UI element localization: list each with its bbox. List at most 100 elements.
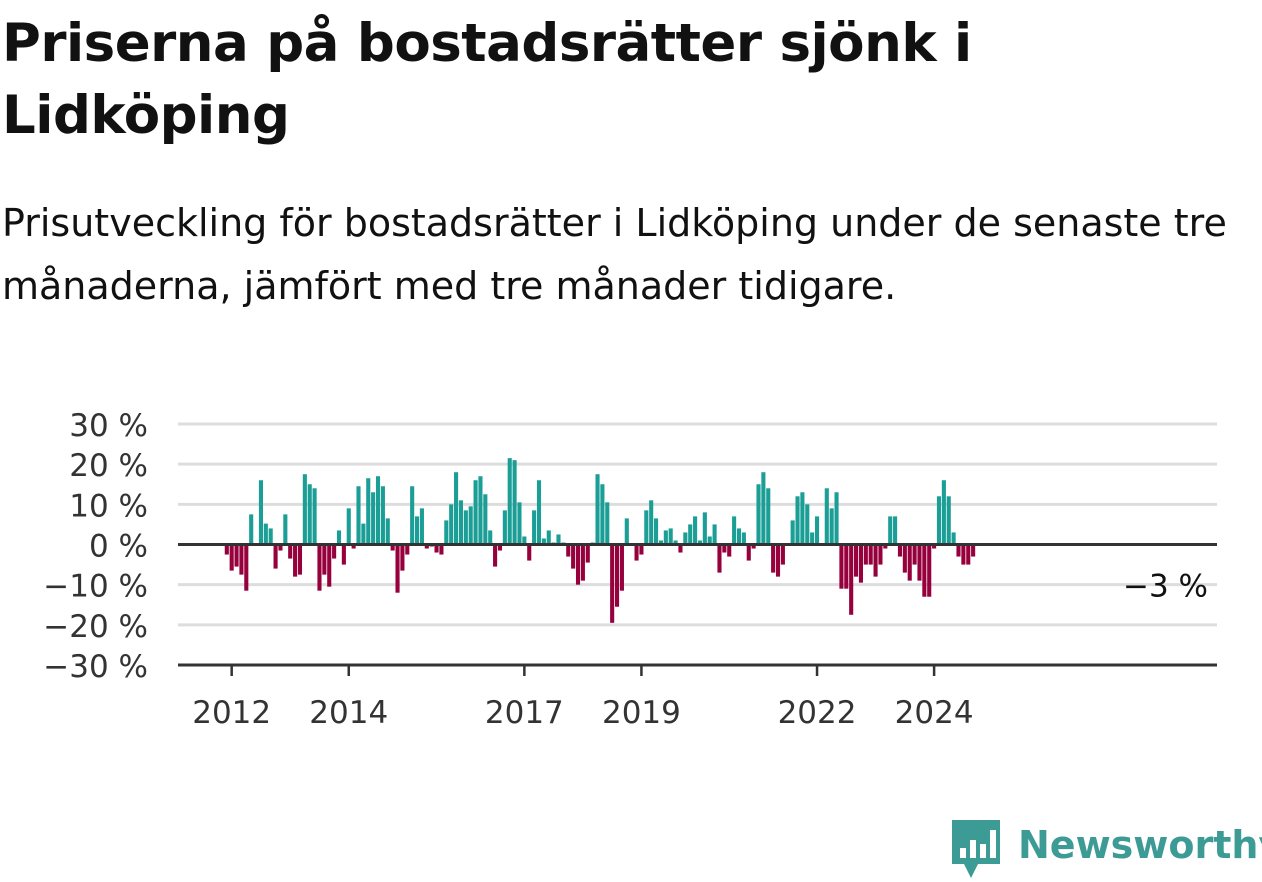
bar	[278, 544, 283, 551]
bar	[634, 544, 639, 561]
x-tick-label: 2024	[895, 695, 974, 730]
bar	[790, 520, 795, 545]
x-tick-label: 2012	[192, 695, 271, 730]
bar	[844, 544, 849, 589]
bar	[761, 472, 766, 545]
bar	[507, 458, 512, 545]
bar	[805, 504, 810, 545]
bar	[444, 520, 449, 545]
bar	[312, 488, 317, 545]
bar	[473, 480, 478, 545]
bar	[497, 544, 503, 551]
bar	[488, 530, 493, 545]
bar	[834, 492, 839, 545]
bar	[707, 536, 712, 545]
bar	[883, 544, 888, 549]
bar	[268, 528, 273, 545]
bar	[736, 528, 742, 545]
bar	[414, 516, 420, 545]
labels-layer: 30 % 20 % 10 % 0 % −10 % −20 % −30 % 2012 2014 20…	[43, 408, 1208, 730]
bar	[780, 544, 785, 565]
bar	[463, 510, 468, 545]
bar	[775, 544, 781, 577]
bar	[756, 484, 761, 545]
bar	[332, 544, 337, 559]
bar	[795, 496, 800, 545]
bar	[410, 486, 415, 545]
bar	[854, 544, 859, 577]
bar	[234, 544, 239, 567]
bar	[741, 532, 746, 545]
bar	[419, 508, 424, 545]
bar	[288, 544, 293, 559]
bar	[366, 478, 371, 545]
bar	[297, 544, 303, 575]
chart-area: 30 % 20 % 10 % 0 % −10 % −20 % −30 % 2012 2014 20…	[43, 408, 1217, 730]
bar	[746, 544, 751, 561]
y-tick-label: 0 %	[89, 529, 148, 565]
bar	[556, 534, 561, 545]
bar	[532, 510, 537, 545]
bar	[649, 500, 654, 545]
bar	[424, 544, 429, 549]
bar	[932, 544, 937, 549]
bar	[224, 544, 229, 555]
bar	[878, 544, 883, 565]
bar	[946, 496, 951, 545]
brand-name: Newsworthy	[1018, 823, 1262, 867]
axis-layer	[178, 543, 1217, 676]
bar	[439, 544, 444, 555]
bar	[961, 544, 966, 565]
bar	[302, 474, 307, 545]
bar	[317, 544, 322, 591]
bar	[668, 528, 673, 545]
y-tick-label: −20 %	[43, 609, 148, 645]
bar	[341, 544, 346, 565]
y-tick-label: 20 %	[69, 448, 148, 484]
bar	[624, 518, 629, 545]
bar	[897, 544, 903, 557]
bar	[814, 516, 820, 545]
bar	[517, 502, 522, 545]
bar	[751, 544, 756, 549]
bar	[658, 540, 663, 545]
bar	[922, 544, 927, 597]
bar	[839, 544, 844, 589]
bar	[395, 544, 400, 593]
bar	[571, 544, 576, 569]
bar	[244, 544, 249, 591]
bar	[732, 516, 737, 545]
bar	[771, 544, 776, 573]
bar	[605, 502, 610, 545]
bar	[400, 544, 405, 571]
bar	[693, 516, 698, 545]
bar	[800, 492, 805, 545]
bar	[717, 544, 722, 573]
bar	[966, 544, 971, 565]
bar	[673, 540, 678, 545]
bar	[600, 484, 605, 545]
bar	[434, 544, 439, 553]
bar	[239, 544, 244, 575]
last-value-annotation: −3 %	[1123, 569, 1208, 605]
bar	[283, 514, 288, 545]
newsworthy-logo-icon	[952, 820, 1000, 878]
bar	[727, 544, 732, 557]
bar	[527, 544, 532, 561]
grid-layer	[178, 422, 1217, 627]
bar	[493, 544, 498, 567]
bar	[258, 480, 263, 545]
x-tick-label: 2019	[602, 695, 681, 730]
bar	[322, 544, 327, 575]
bar	[249, 514, 254, 545]
bar	[639, 544, 644, 555]
bar	[902, 544, 907, 573]
x-tick-label: 2014	[309, 695, 388, 730]
bar	[863, 544, 868, 565]
bars-layer	[224, 458, 976, 623]
bar	[307, 484, 312, 545]
bar	[810, 532, 815, 545]
bar	[522, 536, 527, 545]
bar	[663, 530, 668, 545]
bar	[956, 544, 961, 557]
